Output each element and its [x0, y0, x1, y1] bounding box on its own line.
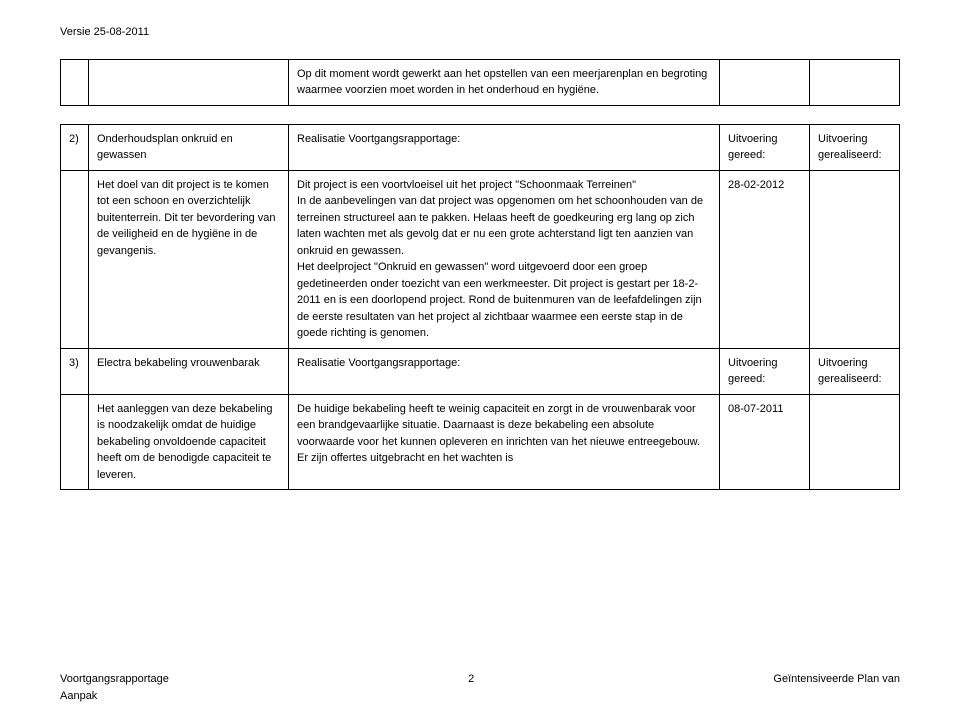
cell-empty	[61, 170, 89, 348]
footer-left: Voortgangsrapportage Aanpak	[60, 671, 169, 704]
table-row: Op dit moment wordt gewerkt aan het opst…	[61, 59, 900, 105]
row-col4-header: Uitvoering gereed:	[720, 124, 810, 170]
row-col5-header: Uitvoering gerealiseerd:	[810, 348, 900, 394]
table-row: Het aanleggen van deze bekabeling is noo…	[61, 394, 900, 490]
row-left-detail: Het aanleggen van deze bekabeling is noo…	[89, 394, 289, 490]
row-col4-header: Uitvoering gereed:	[720, 348, 810, 394]
row-number: 3)	[61, 348, 89, 394]
table-row: 2) Onderhoudsplan onkruid en gewassen Re…	[61, 124, 900, 170]
row-left-detail: Het doel van dit project is te komen tot…	[89, 170, 289, 348]
footer-right: Geïntensiveerde Plan van	[773, 671, 900, 704]
cell-empty	[810, 394, 900, 490]
cell-empty	[810, 59, 900, 105]
row-col5-header: Uitvoering gerealiseerd:	[810, 124, 900, 170]
top-continuation-table: Op dit moment wordt gewerkt aan het opst…	[60, 59, 900, 106]
table-row: Het doel van dit project is te komen tot…	[61, 170, 900, 348]
footer-page-number: 2	[468, 671, 474, 704]
cell-empty	[89, 59, 289, 105]
main-table: 2) Onderhoudsplan onkruid en gewassen Re…	[60, 124, 900, 491]
row-title: Onderhoudsplan onkruid en gewassen	[89, 124, 289, 170]
cell-empty	[61, 394, 89, 490]
table-row: 3) Electra bekabeling vrouwenbarak Reali…	[61, 348, 900, 394]
row-number: 2)	[61, 124, 89, 170]
row-mid-detail: De huidige bekabeling heeft te weinig ca…	[289, 394, 720, 490]
row-title: Electra bekabeling vrouwenbarak	[89, 348, 289, 394]
row-date: 28-02-2012	[720, 170, 810, 348]
version-line: Versie 25-08-2011	[60, 24, 900, 41]
row-mid-header: Realisatie Voortgangsrapportage:	[289, 124, 720, 170]
row-date: 08-07-2011	[720, 394, 810, 490]
cell-empty	[61, 59, 89, 105]
cell-empty	[720, 59, 810, 105]
row-mid-detail: Dit project is een voortvloeisel uit het…	[289, 170, 720, 348]
page-footer: Voortgangsrapportage Aanpak 2 Geïntensiv…	[60, 671, 900, 704]
cell-empty	[810, 170, 900, 348]
row-mid-header: Realisatie Voortgangsrapportage:	[289, 348, 720, 394]
top-box-text: Op dit moment wordt gewerkt aan het opst…	[289, 59, 720, 105]
